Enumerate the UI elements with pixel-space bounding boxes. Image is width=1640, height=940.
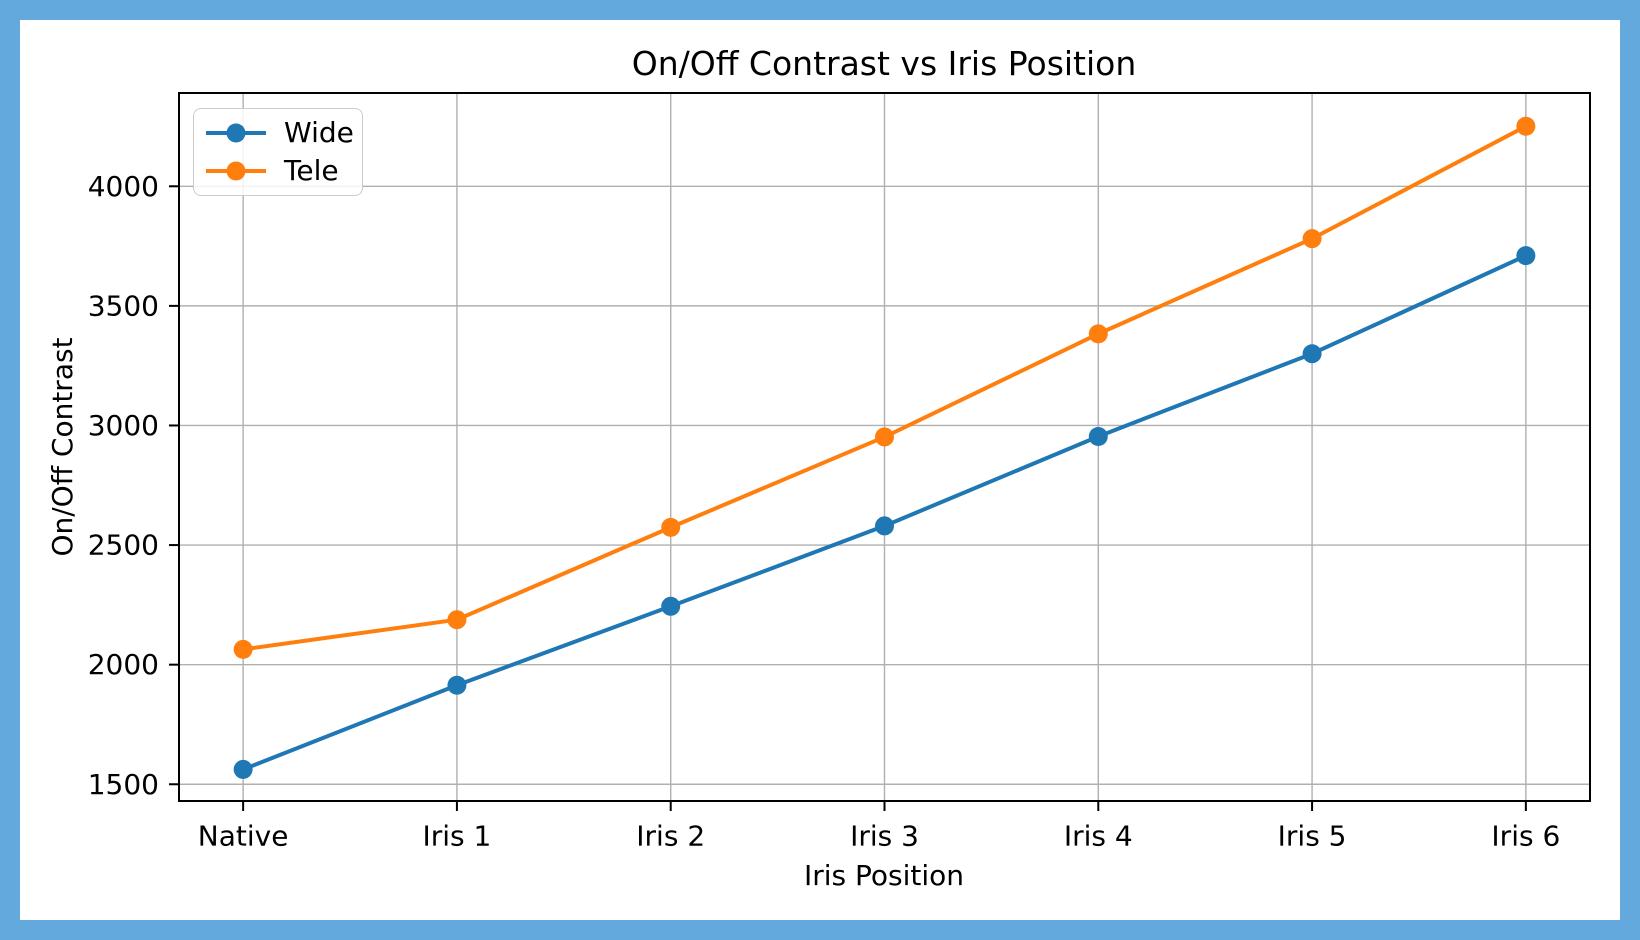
wide-marker-iris-2 bbox=[661, 596, 681, 616]
y-tick-label: 3500 bbox=[88, 289, 159, 322]
tele-marker-native bbox=[233, 639, 253, 659]
legend-label-wide: Wide bbox=[284, 116, 354, 149]
x-axis-label: Iris Position bbox=[803, 859, 965, 892]
tele-marker-iris-1 bbox=[447, 610, 467, 630]
wide-marker-iris-5 bbox=[1302, 344, 1322, 364]
wide-marker-iris-6 bbox=[1516, 246, 1536, 266]
legend-label-tele: Tele bbox=[284, 154, 339, 187]
y-axis-label: On/Off Contrast bbox=[46, 337, 79, 557]
tele-marker-iris-2 bbox=[661, 517, 681, 537]
wide-legend-dot bbox=[226, 123, 246, 143]
wide-marker-iris-1 bbox=[447, 675, 467, 695]
tele-marker-iris-5 bbox=[1302, 229, 1322, 249]
y-tick-label: 2500 bbox=[88, 529, 159, 562]
figure-canvas: 1500 2000 2500 3000 3500 4000 Native Iris 1 Iris… bbox=[20, 20, 1620, 920]
x-tick-label: Native bbox=[198, 820, 289, 853]
y-tick-label: 2000 bbox=[88, 648, 159, 681]
x-tick-label: Iris 3 bbox=[850, 820, 919, 853]
x-tick-label: Iris 2 bbox=[636, 820, 705, 853]
y-tick-label: 1500 bbox=[88, 768, 159, 801]
tele-legend-marker-icon bbox=[206, 161, 266, 181]
tele-marker-iris-3 bbox=[875, 427, 894, 447]
legend-entry-wide: Wide bbox=[204, 119, 362, 147]
tele-marker-iris-6 bbox=[1516, 116, 1536, 136]
x-tick-label: Iris 6 bbox=[1491, 820, 1560, 853]
legend: Wide Tele bbox=[193, 108, 363, 196]
x-tick-label: Iris 1 bbox=[422, 820, 491, 853]
x-tick-label: Iris 5 bbox=[1278, 820, 1347, 853]
legend-entry-tele: Tele bbox=[204, 157, 362, 185]
wide-marker-iris-4 bbox=[1088, 426, 1108, 446]
wide-legend-marker-icon bbox=[206, 123, 266, 143]
tele-legend-dot bbox=[226, 161, 246, 181]
x-tick-label: Iris 4 bbox=[1064, 820, 1133, 853]
y-tick-label: 4000 bbox=[88, 170, 159, 203]
chart-title: On/Off Contrast vs Iris Position bbox=[631, 44, 1137, 83]
wide-marker-native bbox=[233, 759, 253, 779]
tele-marker-iris-4 bbox=[1088, 324, 1108, 344]
plot-area: 1500 2000 2500 3000 3500 4000 Native Iris 1 Iris… bbox=[88, 92, 1591, 853]
y-tick-label: 3000 bbox=[88, 409, 159, 442]
wide-marker-iris-3 bbox=[875, 516, 894, 536]
